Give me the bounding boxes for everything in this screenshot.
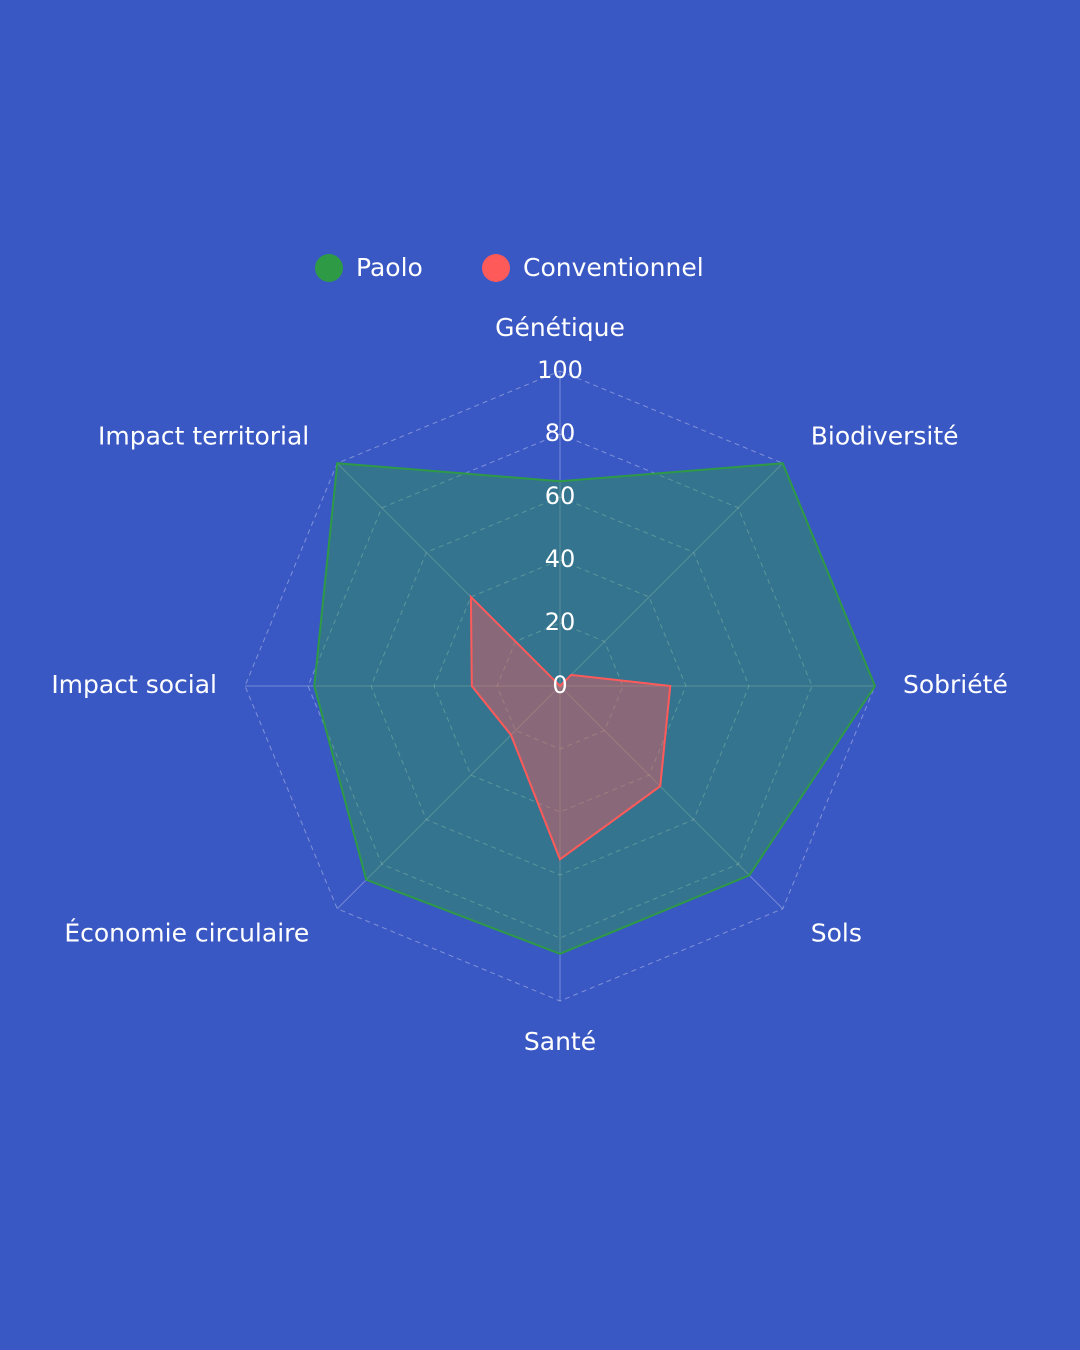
- tick-label: 0: [552, 671, 567, 699]
- grid-ring: [244, 370, 876, 1002]
- category-label: Sols: [811, 919, 862, 948]
- series-area: [469, 594, 672, 861]
- legend-label: Conventionnel: [523, 253, 704, 282]
- series-area: [313, 462, 877, 955]
- legend-marker: [482, 254, 510, 282]
- axis-line: [336, 685, 561, 910]
- category-label: Impact territorial: [98, 421, 309, 450]
- grid-ring: [433, 559, 687, 813]
- grid-ring: [496, 622, 624, 750]
- tick-label: 20: [545, 608, 576, 636]
- category-label: Génétique: [495, 313, 625, 342]
- category-label: Sobriété: [903, 670, 1008, 699]
- grid-ring: [370, 496, 750, 876]
- legend-marker: [315, 254, 343, 282]
- tick-label: 60: [545, 482, 576, 510]
- axis-line: [559, 462, 784, 687]
- category-label: Biodiversité: [811, 421, 959, 450]
- tick-label: 100: [537, 356, 583, 384]
- category-label: Santé: [524, 1027, 596, 1056]
- legend-label: Paolo: [356, 253, 423, 282]
- tick-label: 80: [545, 419, 576, 447]
- tick-label: 40: [545, 545, 576, 573]
- category-label: Impact social: [51, 670, 217, 699]
- category-label: Économie circulaire: [64, 919, 309, 948]
- axis-line: [559, 685, 784, 910]
